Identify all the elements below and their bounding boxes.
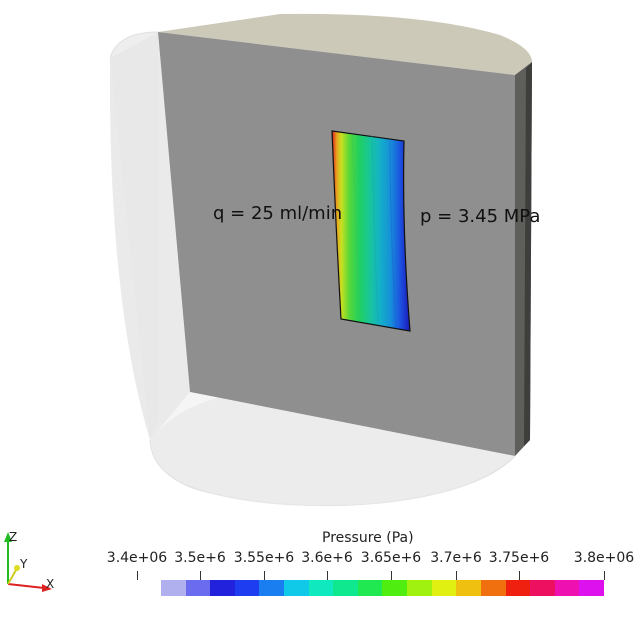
colorbar-tick-label: 3.55e+6 (233, 550, 295, 566)
flow-rate-annotation: q = 25 ml/min (213, 203, 343, 224)
colorbar-segment (554, 580, 580, 596)
colorbar-segment (357, 580, 383, 596)
colorbar-segment (185, 580, 211, 596)
orientation-axes[interactable]: Z Y X (0, 528, 64, 594)
cylinder-bottom (150, 392, 515, 506)
colorbar-segment (431, 580, 457, 596)
colorbar-segment (407, 580, 432, 596)
colorbar-tick-label: 3.4e+06 (106, 550, 168, 566)
colorbar-segment (579, 580, 604, 596)
colorbar-tick-mark (456, 571, 457, 580)
colorbar-title: Pressure (Pa) (322, 530, 414, 546)
colorbar-tick-label: 3.7e+6 (430, 550, 482, 566)
colorbar-segment (530, 580, 555, 596)
colorbar-segment (161, 580, 186, 596)
colorbar-tick-mark (519, 571, 520, 580)
colorbar-tick-label: 3.6e+6 (301, 550, 353, 566)
colorbar-tick-label: 3.75e+6 (488, 550, 550, 566)
colorbar-tick-label: 3.5e+6 (174, 550, 226, 566)
colorbar-tick-label: 3.8e+06 (573, 550, 635, 566)
slab-top-face (158, 13, 532, 75)
axis-y-label: Y (19, 557, 28, 571)
colorbar-tick-mark (327, 571, 328, 580)
colorbar-segment (333, 580, 358, 596)
axis-x-label: X (46, 577, 54, 591)
colorbar-segment (456, 580, 481, 596)
colorbar-tick-mark (604, 571, 605, 580)
fracture-pressure-field (331, 130, 411, 332)
colorbar-tick-label: 3.65e+6 (360, 550, 422, 566)
colorbar-segment (382, 580, 408, 596)
axis-z-label: Z (9, 530, 17, 544)
colorbar-segment (259, 580, 285, 596)
colorbar-segment (480, 580, 506, 596)
colorbar-segment (505, 580, 531, 596)
colorbar-segment (234, 580, 260, 596)
colorbar (161, 580, 604, 596)
colorbar-segment (284, 580, 309, 596)
colorbar-tick-mark (137, 571, 138, 580)
colorbar-tick-mark (264, 571, 265, 580)
pressure-annotation: p = 3.45 MPa (420, 206, 541, 227)
colorbar-segment (308, 580, 334, 596)
colorbar-tick-mark (391, 571, 392, 580)
colorbar-tick-mark (200, 571, 201, 580)
colorbar-segment (210, 580, 235, 596)
